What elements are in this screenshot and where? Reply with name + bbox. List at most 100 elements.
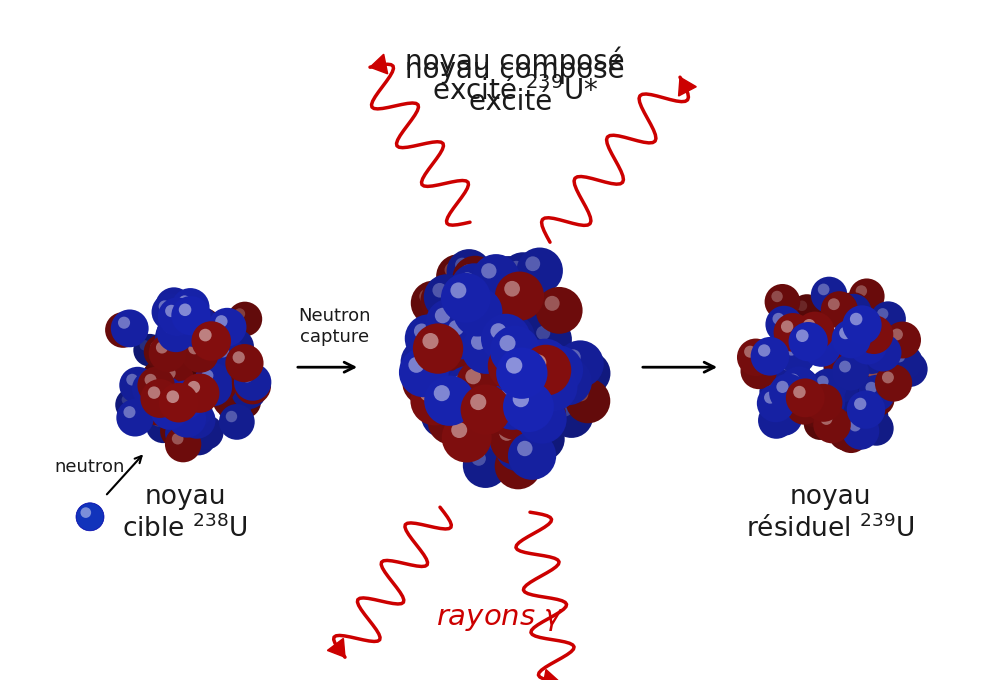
Circle shape — [789, 322, 828, 361]
Circle shape — [162, 319, 199, 356]
Circle shape — [416, 354, 431, 369]
Circle shape — [891, 328, 903, 341]
Circle shape — [504, 433, 519, 448]
Circle shape — [156, 356, 190, 389]
Circle shape — [481, 279, 495, 294]
Circle shape — [142, 361, 175, 394]
Circle shape — [456, 360, 505, 408]
Circle shape — [160, 377, 171, 388]
Circle shape — [513, 391, 529, 407]
Circle shape — [430, 401, 444, 416]
Circle shape — [173, 388, 186, 401]
Circle shape — [858, 375, 895, 411]
Circle shape — [517, 394, 567, 443]
Circle shape — [786, 379, 825, 418]
Circle shape — [514, 387, 555, 428]
Circle shape — [140, 379, 179, 418]
Circle shape — [227, 385, 261, 419]
Circle shape — [765, 409, 777, 421]
Circle shape — [453, 287, 502, 337]
Circle shape — [469, 422, 484, 437]
Circle shape — [227, 358, 262, 393]
Circle shape — [465, 364, 480, 379]
Circle shape — [530, 401, 544, 415]
Circle shape — [888, 351, 922, 385]
Circle shape — [519, 354, 534, 368]
Circle shape — [522, 379, 566, 423]
Circle shape — [181, 339, 213, 371]
Circle shape — [158, 346, 193, 381]
Circle shape — [781, 390, 792, 401]
Circle shape — [476, 267, 491, 282]
Circle shape — [418, 283, 462, 327]
Circle shape — [178, 295, 191, 307]
Circle shape — [162, 362, 173, 373]
Circle shape — [769, 373, 807, 411]
Circle shape — [823, 390, 856, 423]
Polygon shape — [327, 639, 345, 657]
Circle shape — [860, 381, 895, 416]
Circle shape — [155, 288, 193, 324]
Circle shape — [473, 430, 487, 445]
Circle shape — [194, 316, 229, 352]
Circle shape — [201, 322, 212, 334]
Circle shape — [164, 333, 175, 343]
Circle shape — [456, 324, 471, 339]
Circle shape — [218, 390, 251, 424]
Circle shape — [751, 337, 789, 375]
Circle shape — [438, 335, 481, 378]
Circle shape — [187, 343, 219, 375]
Circle shape — [856, 285, 867, 296]
Circle shape — [804, 384, 842, 422]
Circle shape — [855, 351, 866, 362]
Circle shape — [210, 339, 247, 375]
Circle shape — [448, 320, 464, 336]
Circle shape — [474, 442, 488, 456]
Circle shape — [778, 337, 816, 374]
Circle shape — [401, 339, 448, 386]
Circle shape — [420, 278, 466, 324]
Circle shape — [764, 354, 776, 365]
Circle shape — [146, 409, 180, 443]
Circle shape — [758, 402, 795, 439]
Circle shape — [165, 415, 201, 452]
Circle shape — [473, 335, 486, 349]
Circle shape — [420, 386, 436, 401]
Circle shape — [137, 367, 175, 404]
Circle shape — [521, 386, 534, 400]
Circle shape — [165, 327, 198, 360]
Circle shape — [457, 356, 502, 401]
Circle shape — [758, 347, 793, 383]
Circle shape — [469, 318, 513, 362]
Circle shape — [813, 406, 851, 443]
Circle shape — [159, 301, 171, 312]
Circle shape — [157, 360, 194, 397]
Circle shape — [112, 319, 123, 330]
Circle shape — [796, 311, 834, 350]
Circle shape — [444, 366, 492, 413]
Circle shape — [471, 334, 487, 350]
Circle shape — [155, 298, 190, 333]
Circle shape — [481, 313, 531, 363]
Circle shape — [179, 303, 191, 316]
Circle shape — [424, 274, 469, 320]
Circle shape — [504, 281, 520, 296]
Circle shape — [419, 289, 434, 303]
Circle shape — [854, 399, 888, 432]
Circle shape — [486, 256, 531, 301]
Circle shape — [522, 418, 565, 460]
Circle shape — [790, 294, 823, 327]
Text: excité $^{239}$U*: excité $^{239}$U* — [432, 76, 598, 106]
Circle shape — [452, 256, 498, 301]
Circle shape — [536, 326, 550, 340]
Circle shape — [847, 396, 857, 407]
Circle shape — [155, 384, 167, 396]
Circle shape — [820, 413, 832, 425]
Circle shape — [436, 254, 480, 299]
Circle shape — [830, 373, 842, 385]
Circle shape — [470, 309, 485, 324]
Circle shape — [434, 370, 448, 384]
Circle shape — [454, 402, 469, 416]
Circle shape — [186, 409, 197, 421]
Circle shape — [422, 333, 439, 349]
